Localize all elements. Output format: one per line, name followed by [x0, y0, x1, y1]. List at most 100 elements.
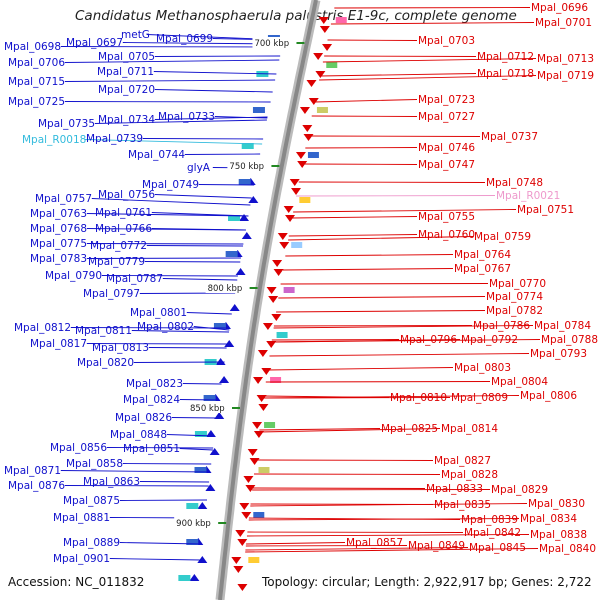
- gene-label-left[interactable]: Mpal_0811: [75, 325, 132, 337]
- gene-label-left[interactable]: Mpal_0768: [30, 223, 87, 235]
- rna-label-right[interactable]: Mpal_R0021: [496, 190, 560, 202]
- gene-label-left[interactable]: Mpal_0739: [86, 133, 143, 145]
- gene-label-right[interactable]: Mpal_0834: [520, 513, 577, 525]
- gene-label-left[interactable]: Mpal_0875: [63, 495, 120, 507]
- gene-label-left[interactable]: Mpal_0817: [30, 338, 87, 350]
- gene-label-right[interactable]: Mpal_0857: [346, 537, 403, 549]
- gene-label-right[interactable]: Mpal_0764: [454, 249, 511, 261]
- gene-label-right[interactable]: Mpal_0755: [418, 211, 475, 223]
- gene-label-right[interactable]: Mpal_0849: [408, 540, 465, 552]
- gene-label-left[interactable]: Mpal_0824: [123, 394, 180, 406]
- gene-label-right[interactable]: Mpal_0828: [441, 469, 498, 481]
- gene-label-left[interactable]: Mpal_0705: [98, 51, 155, 63]
- gene-label-left[interactable]: Mpal_0876: [8, 480, 65, 492]
- gene-label-left[interactable]: Mpal_0797: [83, 288, 140, 300]
- gene-label-right[interactable]: Mpal_0737: [481, 131, 538, 143]
- gene-label-left[interactable]: Mpal_0881: [53, 512, 110, 524]
- gene-label-left[interactable]: Mpal_0763: [30, 208, 87, 220]
- gene-label-left[interactable]: Mpal_0715: [8, 76, 65, 88]
- gene-label-right[interactable]: Mpal_0839: [461, 514, 518, 526]
- gene-label-left[interactable]: Mpal_0734: [98, 114, 155, 126]
- gene-label-left[interactable]: Mpal_0863: [83, 476, 140, 488]
- gene-label-left[interactable]: Mpal_0787: [106, 273, 163, 285]
- gene-label-right[interactable]: Mpal_0782: [486, 305, 543, 317]
- gene-label-left[interactable]: Mpal_0858: [66, 458, 123, 470]
- gene-label-left[interactable]: Mpal_0772: [90, 240, 147, 252]
- gene-label-left[interactable]: Mpal_0711: [97, 66, 154, 78]
- gene-label-right[interactable]: Mpal_0833: [426, 483, 483, 495]
- gene-label-left[interactable]: Mpal_0801: [130, 307, 187, 319]
- gene-label-right[interactable]: Mpal_0829: [491, 484, 548, 496]
- gene-label-left[interactable]: Mpal_0856: [50, 442, 107, 454]
- gene-label-right[interactable]: Mpal_0786: [473, 320, 530, 332]
- gene-label-right[interactable]: Mpal_0751: [517, 204, 574, 216]
- gene-label-left[interactable]: Mpal_0720: [98, 84, 155, 96]
- gene-label-left[interactable]: Mpal_0826: [115, 412, 172, 424]
- gene-label-right[interactable]: Mpal_0784: [534, 320, 591, 332]
- gene-label-right[interactable]: Mpal_0712: [477, 51, 534, 63]
- gene-label-right[interactable]: Mpal_0840: [539, 543, 596, 555]
- gene-label-right[interactable]: Mpal_0723: [418, 94, 475, 106]
- gene-label-right[interactable]: Mpal_0701: [535, 17, 592, 29]
- gene-label-left[interactable]: Mpal_0889: [63, 537, 120, 549]
- gene-label-left[interactable]: Mpal_0851: [123, 443, 180, 455]
- gene-label-left[interactable]: Mpal_0813: [92, 342, 149, 354]
- gene-label-left[interactable]: Mpal_0820: [77, 357, 134, 369]
- gene-label-right[interactable]: Mpal_0748: [486, 177, 543, 189]
- gene-label-left[interactable]: Mpal_0766: [95, 223, 152, 235]
- gene-label-left[interactable]: Mpal_0802: [137, 321, 194, 333]
- gene-label-left[interactable]: Mpal_0744: [128, 149, 185, 161]
- gene-label-left[interactable]: Mpal_0779: [88, 256, 145, 268]
- gene-label-right[interactable]: Mpal_0727: [418, 111, 475, 123]
- gene-label-right[interactable]: Mpal_0774: [486, 291, 543, 303]
- gene-label-left[interactable]: Mpal_0699: [156, 33, 213, 45]
- gene-label-left[interactable]: Mpal_0871: [4, 465, 61, 477]
- gene-label-right[interactable]: Mpal_0767: [454, 263, 511, 275]
- gene-label-left[interactable]: Mpal_0706: [8, 57, 65, 69]
- gene-label-left[interactable]: Mpal_0698: [4, 41, 61, 53]
- gene-label-left[interactable]: metG: [121, 29, 150, 41]
- gene-label-right[interactable]: Mpal_0842: [464, 527, 521, 539]
- gene-label-right[interactable]: Mpal_0809: [451, 392, 508, 404]
- gene-label-right[interactable]: Mpal_0806: [520, 390, 577, 402]
- gene-label-right[interactable]: Mpal_0803: [454, 362, 511, 374]
- gene-label-right[interactable]: Mpal_0810: [390, 392, 447, 404]
- gene-label-left[interactable]: Mpal_0812: [14, 322, 71, 334]
- gene-label-left[interactable]: Mpal_0901: [53, 553, 110, 565]
- gene-label-right[interactable]: Mpal_0825: [381, 423, 438, 435]
- gene-label-right[interactable]: Mpal_0814: [441, 423, 498, 435]
- gene-label-left[interactable]: Mpal_0775: [30, 238, 87, 250]
- gene-label-right[interactable]: Mpal_0747: [418, 159, 475, 171]
- gene-label-right[interactable]: Mpal_0788: [541, 334, 598, 346]
- gene-label-right[interactable]: Mpal_0838: [530, 529, 587, 541]
- gene-label-left[interactable]: Mpal_0823: [126, 378, 183, 390]
- gene-label-left[interactable]: Mpal_0848: [110, 429, 167, 441]
- gene-label-left[interactable]: Mpal_0735: [38, 118, 95, 130]
- gene-label-right[interactable]: Mpal_0760: [418, 229, 475, 241]
- gene-label-left[interactable]: Mpal_0725: [8, 96, 65, 108]
- gene-label-right[interactable]: Mpal_0796: [400, 334, 457, 346]
- gene-label-right[interactable]: Mpal_0792: [461, 334, 518, 346]
- gene-label-right[interactable]: Mpal_0845: [469, 542, 526, 554]
- gene-label-left[interactable]: glyA: [187, 162, 211, 174]
- gene-label-left[interactable]: Mpal_0749: [142, 179, 199, 191]
- gene-label-right[interactable]: Mpal_0718: [477, 68, 534, 80]
- gene-label-right[interactable]: Mpal_0835: [434, 499, 491, 511]
- gene-label-left[interactable]: Mpal_0756: [98, 189, 155, 201]
- gene-label-right[interactable]: Mpal_0830: [528, 498, 585, 510]
- gene-label-left[interactable]: Mpal_0757: [35, 193, 92, 205]
- gene-label-right[interactable]: Mpal_0713: [537, 53, 594, 65]
- gene-label-right[interactable]: Mpal_0827: [434, 455, 491, 467]
- rna-label-left[interactable]: Mpal_R0018: [22, 134, 86, 146]
- gene-label-left[interactable]: Mpal_0761: [95, 207, 152, 219]
- gene-label-left[interactable]: Mpal_0697: [66, 37, 123, 49]
- gene-label-right[interactable]: Mpal_0759: [474, 231, 531, 243]
- gene-label-right[interactable]: Mpal_0770: [489, 278, 546, 290]
- gene-label-right[interactable]: Mpal_0746: [418, 142, 475, 154]
- gene-label-left[interactable]: Mpal_0733: [158, 111, 215, 123]
- gene-label-right[interactable]: Mpal_0703: [418, 35, 475, 47]
- gene-label-right[interactable]: Mpal_0804: [491, 376, 548, 388]
- gene-label-right[interactable]: Mpal_0719: [537, 70, 594, 82]
- gene-label-left[interactable]: Mpal_0790: [45, 270, 102, 282]
- gene-label-right[interactable]: Mpal_0793: [530, 348, 587, 360]
